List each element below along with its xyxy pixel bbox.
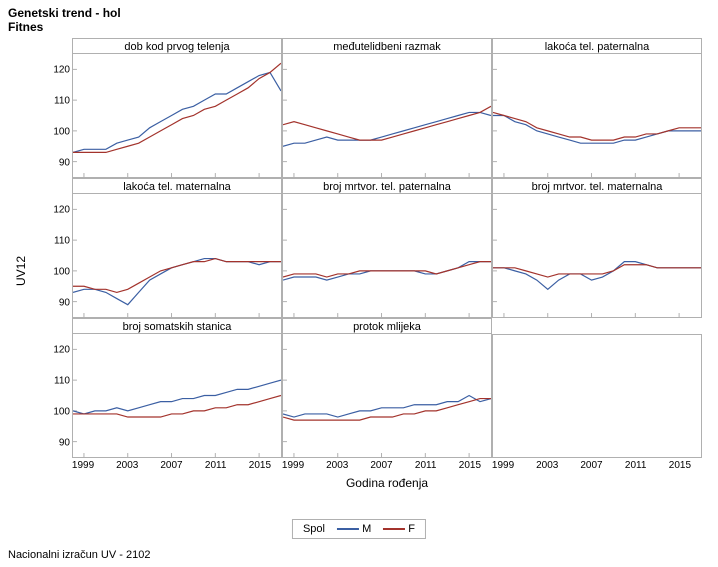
x-tick-label: 2015 <box>249 460 271 471</box>
x-tick-label: 2011 <box>205 460 227 471</box>
panel-header: lakoća tel. paternalna <box>492 38 702 54</box>
legend-item-f: F <box>383 523 415 535</box>
panel: protok mlijeka <box>282 318 492 458</box>
y-tick-labels: 90 100 110 120 90 100 110 120 90 100 110 120 <box>42 38 70 458</box>
series-line-m <box>73 380 281 414</box>
x-tick-label: 1999 <box>72 460 94 471</box>
x-tick-label: 2015 <box>669 460 691 471</box>
panel <box>492 318 702 458</box>
panel-body <box>72 334 282 458</box>
figure-footer: Nacionalni izračun UV - 2102 <box>8 549 150 561</box>
panel: međutelidbeni razmak <box>282 38 492 178</box>
series-line-f <box>493 265 701 277</box>
series-line-m <box>493 262 701 290</box>
y-tick-label: 90 <box>44 437 70 448</box>
chart-svg <box>493 194 701 317</box>
panel-body <box>72 54 282 178</box>
legend-label-m: M <box>362 523 371 535</box>
x-tick-label: 1999 <box>282 460 304 471</box>
x-tick-labels: 1999 2003 2007 2011 2015 1999 2003 2007 2011 2015… <box>72 458 702 474</box>
x-tick-label: 1999 <box>492 460 514 471</box>
x-tick-label: 2007 <box>370 460 392 471</box>
x-tick-label: 2003 <box>326 460 348 471</box>
chart-svg <box>73 54 281 177</box>
series-line-f <box>73 63 281 152</box>
series-line-m <box>493 116 701 144</box>
y-tick-label: 120 <box>44 204 70 215</box>
panel-body <box>282 54 492 178</box>
y-tick-label: 100 <box>44 266 70 277</box>
panel-header: protok mlijeka <box>282 318 492 334</box>
chart-svg <box>283 194 491 317</box>
x-tick-label: 2011 <box>415 460 437 471</box>
y-tick-label: 110 <box>44 235 70 246</box>
panel-body <box>492 54 702 178</box>
panel-body <box>282 334 492 458</box>
chart-svg <box>73 334 281 457</box>
y-tick-label: 100 <box>44 406 70 417</box>
legend-swatch-m <box>337 528 359 530</box>
panel: dob kod prvog telenja <box>72 38 282 178</box>
panel-body <box>492 194 702 318</box>
panel-header: dob kod prvog telenja <box>72 38 282 54</box>
title-line-1: Genetski trend - hol <box>8 6 121 20</box>
y-tick-label: 120 <box>44 344 70 355</box>
y-tick-label: 100 <box>44 126 70 137</box>
x-tick-label: 2015 <box>459 460 481 471</box>
panel: broj mrtvor. tel. maternalna <box>492 178 702 318</box>
chart-svg <box>283 54 491 177</box>
x-axis-label: Godina rođenja <box>346 476 428 490</box>
chart-svg <box>493 54 701 177</box>
title-line-2: Fitnes <box>8 20 121 34</box>
panel-header: međutelidbeni razmak <box>282 38 492 54</box>
series-line-f <box>73 396 281 418</box>
x-tick-label: 2003 <box>116 460 138 471</box>
chart-svg <box>73 194 281 317</box>
panel-body <box>492 334 702 458</box>
legend-label-f: F <box>408 523 415 535</box>
x-tick-label: 2003 <box>536 460 558 471</box>
panel-header: lakoća tel. maternalna <box>72 178 282 194</box>
panel: broj mrtvor. tel. paternalna <box>282 178 492 318</box>
series-line-m <box>283 396 491 418</box>
legend-item-m: M <box>337 523 371 535</box>
panel-grid: dob kod prvog telenjameđutelidbeni razma… <box>72 38 702 458</box>
series-line-f <box>73 259 281 293</box>
panel-header: broj mrtvor. tel. maternalna <box>492 178 702 194</box>
series-line-f <box>283 262 491 277</box>
legend-swatch-f <box>383 528 405 530</box>
series-line-m <box>73 72 281 152</box>
panel-body <box>282 194 492 318</box>
series-line-f <box>283 399 491 421</box>
y-tick-label: 90 <box>44 297 70 308</box>
series-line-f <box>493 112 701 140</box>
panel: broj somatskih stanica <box>72 318 282 458</box>
legend-title: Spol <box>303 523 325 535</box>
page-title: Genetski trend - hol Fitnes <box>8 6 121 34</box>
x-tick-label: 2007 <box>160 460 182 471</box>
chart-svg <box>283 334 491 457</box>
x-tick-label: 2007 <box>580 460 602 471</box>
panel: lakoća tel. maternalna <box>72 178 282 318</box>
y-tick-label: 110 <box>44 95 70 106</box>
panel-body <box>72 194 282 318</box>
legend: Spol M F <box>292 519 426 539</box>
plot-area: UV12 901001101209010011012090100110120 d… <box>42 38 702 503</box>
x-tick-label: 2011 <box>625 460 647 471</box>
panel-header: broj mrtvor. tel. paternalna <box>282 178 492 194</box>
y-tick-label: 110 <box>44 375 70 386</box>
y-tick-label: 120 <box>44 64 70 75</box>
panel: lakoća tel. paternalna <box>492 38 702 178</box>
panel-header: broj somatskih stanica <box>72 318 282 334</box>
series-line-m <box>73 259 281 305</box>
y-tick-label: 90 <box>44 157 70 168</box>
y-axis-label: UV12 <box>14 255 28 285</box>
root: Genetski trend - hol Fitnes UV12 90 100 11… <box>0 0 718 567</box>
